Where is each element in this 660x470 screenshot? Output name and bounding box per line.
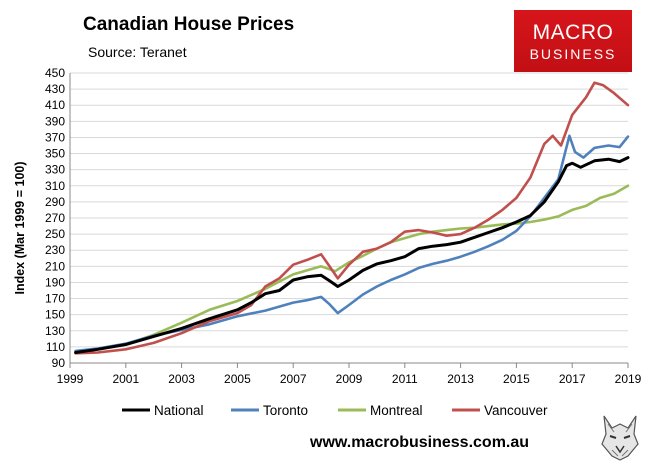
y-tick-label: 110 — [46, 340, 65, 354]
x-tick-label: 1999 — [57, 372, 84, 386]
x-tick-label: 2003 — [168, 372, 195, 386]
y-tick-label: 330 — [45, 163, 65, 177]
chart-source: Source: Teranet — [88, 44, 187, 60]
y-axis-ticks: 90 110 130 150 170 190 210 230 250 270 290 310 330 35… — [45, 66, 65, 370]
y-tick-label: 210 — [45, 259, 65, 273]
y-axis-label: Index (Mar 1999 = 100) — [13, 161, 27, 294]
x-tick-label: 2011 — [392, 372, 418, 386]
y-tick-label: 150 — [45, 308, 65, 322]
legend-label-vancouver: Vancouver — [484, 403, 548, 418]
y-tick-label: 410 — [45, 98, 65, 112]
legend: National Toronto Montreal Vancouver — [122, 403, 548, 418]
legend-label-national: National — [154, 403, 204, 418]
series-line-toronto — [74, 134, 630, 353]
x-axis-ticks: 1999 2001 2003 2005 2007 2009 2011 2013 2015 2017… — [57, 363, 642, 386]
x-tick-label: 2019 — [615, 372, 642, 386]
chart-title: Canadian House Prices — [83, 14, 295, 35]
y-tick-label: 350 — [45, 147, 65, 161]
macrobusiness-logo: MACRO BUSINESS — [514, 10, 632, 72]
y-tick-label: 250 — [45, 227, 65, 241]
y-tick-label: 310 — [45, 179, 65, 193]
y-tick-label: 130 — [45, 324, 65, 338]
y-tick-label: 90 — [52, 356, 66, 370]
x-tick-label: 2007 — [280, 372, 307, 386]
wolf-logo-icon — [598, 410, 642, 462]
y-tick-label: 270 — [45, 211, 65, 225]
x-tick-label: 2005 — [224, 372, 251, 386]
y-tick-label: 390 — [45, 114, 65, 128]
gridlines — [69, 72, 628, 364]
legend-label-toronto: Toronto — [263, 403, 308, 418]
logo-line2: BUSINESS — [529, 46, 617, 62]
y-tick-label: 170 — [45, 292, 65, 306]
legend-label-montreal: Montreal — [370, 403, 423, 418]
y-tick-label: 230 — [45, 243, 65, 257]
y-tick-label: 370 — [45, 130, 65, 144]
series-line-montreal — [74, 184, 630, 354]
x-tick-label: 2013 — [447, 372, 474, 386]
logo-line1: MACRO — [532, 21, 614, 44]
y-tick-label: 450 — [45, 66, 65, 80]
series-line-vancouver — [74, 81, 630, 355]
y-tick-label: 430 — [45, 82, 65, 96]
x-tick-label: 2017 — [559, 372, 586, 386]
y-tick-label: 290 — [45, 195, 65, 209]
series-lines — [74, 81, 630, 355]
series-line-national — [74, 156, 630, 354]
footer-url: www.macrobusiness.com.au — [310, 434, 530, 451]
x-tick-label: 2001 — [112, 372, 139, 386]
x-tick-label: 2015 — [503, 372, 530, 386]
x-tick-label: 2009 — [336, 372, 363, 386]
y-tick-label: 190 — [45, 275, 65, 289]
